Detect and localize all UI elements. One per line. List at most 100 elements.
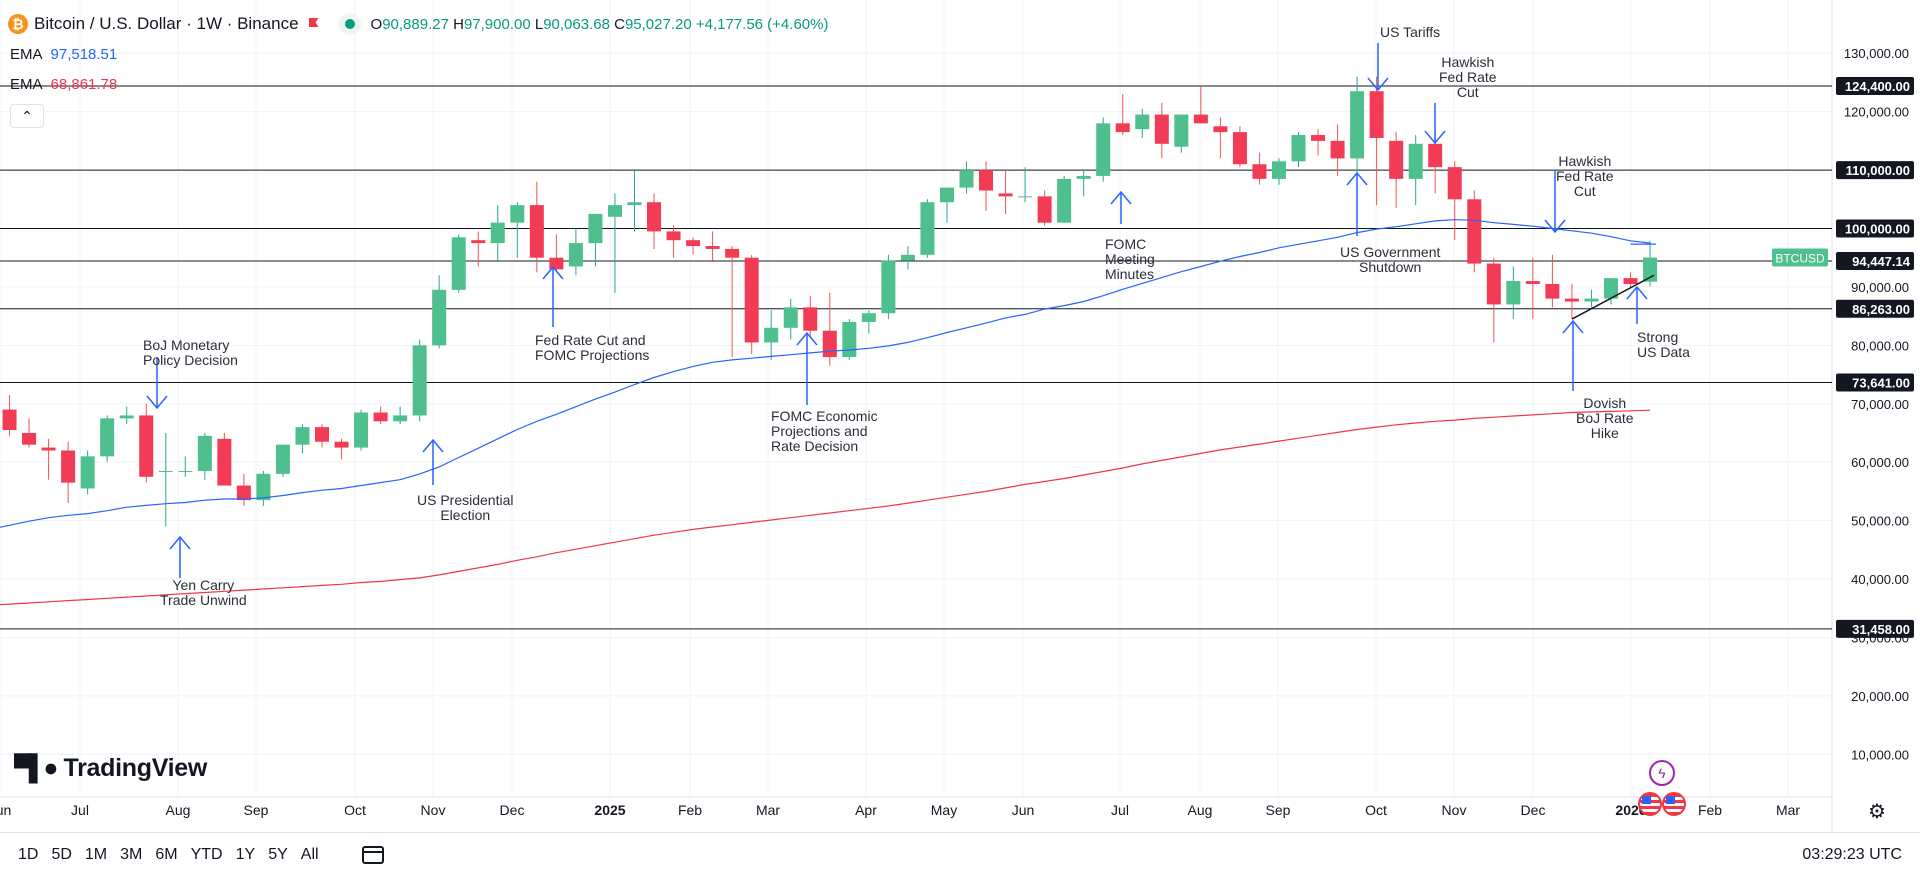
candle-body-down — [1428, 143, 1443, 168]
range-5y[interactable]: 5Y — [268, 845, 288, 863]
x-tick-label: Aug — [1188, 802, 1213, 818]
candle-body-up — [568, 243, 583, 267]
level-price-label: 86,263.00 — [1852, 302, 1910, 317]
candle-body-up — [412, 345, 427, 416]
candle-body-down — [803, 307, 818, 331]
chevron-up-icon: ⌃ — [21, 107, 33, 124]
events-markers[interactable]: ϟ — [1638, 760, 1686, 816]
annotation-arrow-head — [542, 265, 564, 280]
x-tick-label: Nov — [421, 802, 446, 818]
annotation-arrow-head — [1562, 319, 1584, 334]
range-1y[interactable]: 1Y — [235, 845, 256, 863]
ohlc-values: O90,889.27 H97,900.00 L90,063.68 C95,027… — [370, 15, 829, 33]
x-tick-label: Sep — [1266, 802, 1291, 818]
ema-red-line — [0, 409, 1651, 606]
annotation-arrow-head — [796, 331, 818, 346]
y-tick-label: 80,000.00 — [1851, 338, 1909, 353]
candle-body-up — [1018, 196, 1033, 198]
level-price-label: 124,400.00 — [1845, 79, 1910, 94]
annotation-hawkish-2: Hawkish Fed Rate Cut — [1556, 153, 1614, 199]
candle-body-down — [1564, 298, 1579, 302]
x-tick-label: Mar — [1776, 802, 1800, 818]
x-tick-label: Jul — [71, 802, 89, 818]
candle-body-up — [119, 415, 134, 419]
range-3m[interactable]: 3M — [120, 845, 143, 863]
x-tick-label: Aug — [166, 802, 191, 818]
candle-body-down — [529, 205, 544, 258]
bitcoin-icon: ₿ — [8, 14, 28, 34]
ema-blue-line — [0, 219, 1651, 528]
candle-body-down — [1311, 135, 1326, 141]
candle-body-down — [1545, 283, 1560, 299]
price-chart[interactable]: Jun Jul Aug Sep Oct Nov Dec 2025 Feb Mar Apr May Jun… — [0, 0, 1920, 832]
us-flag-icon[interactable] — [1638, 792, 1662, 816]
level-price-tag — [1836, 76, 1914, 95]
bottom-toolbar: 1D 5D 1M 3M 6M YTD 1Y 5Y All 03:29:23 UT… — [0, 832, 1920, 876]
candle-body-up — [861, 313, 876, 322]
candle-body-down — [822, 330, 837, 358]
range-1d[interactable]: 1D — [18, 845, 39, 863]
range-ytd[interactable]: YTD — [190, 845, 223, 863]
level-price-tag — [1836, 299, 1914, 318]
x-tick-label: 2025 — [594, 802, 625, 818]
level-price-tag — [1836, 251, 1914, 270]
candle-body-up — [256, 473, 271, 501]
gear-icon[interactable]: ⚙ — [1868, 800, 1886, 823]
annotation-fomc-minutes: FOMC Meeting Minutes — [1105, 236, 1155, 282]
candle-body-down — [666, 231, 681, 241]
x-tick-label: Oct — [344, 802, 366, 818]
annotation-boj: BoJ Monetary Policy Decision — [143, 337, 238, 368]
range-5d[interactable]: 5D — [51, 845, 72, 863]
candle-body-up — [432, 289, 447, 346]
candle-body-down — [315, 427, 330, 442]
candle-body-up — [1506, 281, 1521, 305]
clock-time[interactable]: 03:29:23 UTC — [1802, 845, 1902, 863]
candle-body-down — [373, 412, 388, 422]
range-1m[interactable]: 1M — [84, 845, 108, 863]
current-price-tag — [1772, 248, 1828, 267]
ema-legend-1[interactable]: EMA 97,518.51 — [10, 46, 118, 63]
tradingview-logo[interactable]: ▀▌● TradingView — [14, 754, 208, 782]
candle-body-up — [959, 170, 974, 188]
level-price-tag — [1836, 373, 1914, 392]
y-tick-label: 20,000.00 — [1851, 689, 1909, 704]
annotation-arrow-head — [169, 535, 191, 550]
market-open-icon — [338, 13, 361, 35]
candle-body-down — [1623, 278, 1638, 284]
candle-body-up — [1271, 161, 1286, 179]
candle-body-down — [61, 450, 76, 483]
candle-body-up — [490, 222, 505, 244]
level-price-tag — [1836, 619, 1914, 638]
flag-icon[interactable] — [309, 18, 319, 30]
candle-body-down — [1193, 114, 1208, 124]
candle-body-up — [354, 412, 369, 448]
candle-body-down — [471, 240, 486, 244]
candle-body-down — [1232, 132, 1247, 165]
lightning-icon[interactable]: ϟ — [1649, 760, 1675, 786]
annotation-arrow-head — [1367, 77, 1389, 92]
candle-body-up — [1408, 143, 1423, 179]
range-all[interactable]: All — [300, 845, 319, 863]
current-price-symbol: BTCUSD — [1775, 252, 1825, 266]
collapse-legend-button[interactable]: ⌃ — [10, 104, 44, 128]
annotation-arrow-head — [1346, 171, 1368, 186]
candle-body-down — [1369, 91, 1384, 138]
level-price-tag — [1836, 219, 1914, 238]
candle-body-up — [1603, 278, 1618, 299]
level-price-label: 73,641.00 — [1852, 375, 1910, 390]
candle-body-down — [1252, 164, 1267, 179]
us-flag-icon[interactable] — [1662, 792, 1686, 816]
candle-body-down — [1213, 126, 1228, 133]
x-tick-label: Nov — [1442, 802, 1467, 818]
x-tick-label: Mar — [756, 802, 780, 818]
annotation-shutdown: US Government Shutdown — [1340, 244, 1441, 275]
candle-body-up — [178, 470, 193, 472]
annotation-arrow-head — [1424, 130, 1446, 145]
ema-legend-2[interactable]: EMA 68,861.78 — [10, 76, 118, 93]
trendline — [1571, 274, 1655, 320]
calendar-icon[interactable] — [361, 845, 384, 864]
candle-body-up — [393, 415, 408, 422]
range-6m[interactable]: 6M — [155, 845, 178, 863]
candle-body-up — [842, 321, 857, 358]
symbol-title[interactable]: Bitcoin / U.S. Dollar · 1W · Binance — [34, 14, 299, 33]
